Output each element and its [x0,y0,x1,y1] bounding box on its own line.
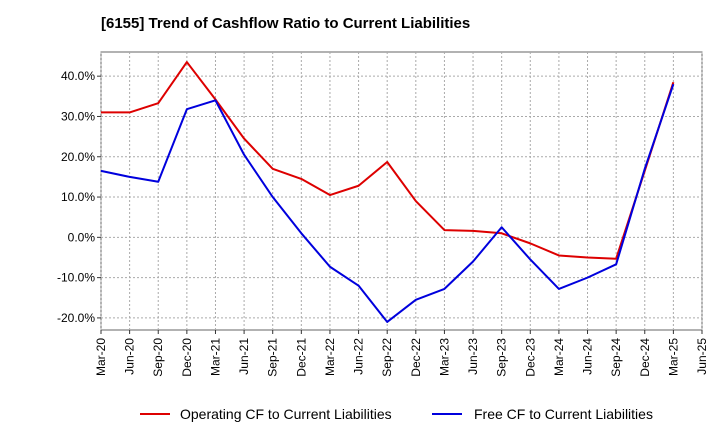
y-tick-label: 10.0% [61,190,95,204]
legend-label-operating: Operating CF to Current Liabilities [180,406,392,422]
y-tick-label: -20.0% [57,311,95,325]
y-axis: -20.0% -10.0% 0.0% 10.0% 20.0% 30.0% 40.0% [57,69,101,325]
legend-label-free: Free CF to Current Liabilities [474,406,653,422]
series-lines [100,61,675,323]
x-tick-label: Jun-20 [123,338,137,375]
y-tick-label: -10.0% [57,271,95,285]
x-tick-label: Mar-22 [323,338,337,376]
grid [100,52,703,330]
x-tick-label: Dec-21 [294,338,308,377]
x-tick-label: Sep-20 [151,338,165,377]
x-tick-label: Mar-20 [94,338,108,376]
x-tick-label: Mar-24 [552,338,566,376]
plot-area [100,51,703,331]
x-tick-label: Dec-22 [409,338,423,377]
x-tick-label: Jun-24 [581,338,595,375]
x-tick-label: Mar-23 [437,338,451,376]
x-tick-label: Sep-21 [266,338,280,377]
y-tick-label: 30.0% [61,109,95,123]
x-tick-label: Jun-23 [466,338,480,375]
series-line-operating [101,61,675,260]
x-tick-label: Dec-23 [523,338,537,377]
y-tick-label: 20.0% [61,150,95,164]
x-tick-label: Mar-21 [208,338,222,376]
x-tick-label: Jun-21 [237,338,251,375]
x-tick-label: Sep-24 [609,338,623,377]
y-tick-label: 0.0% [68,230,96,244]
x-tick-label: Jun-22 [352,338,366,375]
x-tick-label: Mar-25 [666,338,680,376]
x-tick-label: Sep-23 [495,338,509,377]
y-tick-label: 40.0% [61,69,95,83]
x-tick-label: Dec-24 [638,338,652,377]
x-tick-label: Jun-25 [695,338,709,375]
x-tick-label: Dec-20 [180,338,194,377]
legend: Operating CF to Current Liabilities Free… [140,406,653,422]
series-line-free [100,83,675,323]
chart-title: [6155] Trend of Cashflow Ratio to Curren… [101,15,470,32]
x-tick-label: Sep-22 [380,338,394,377]
x-axis: Mar-20 Jun-20 Sep-20 Dec-20 Mar-21 Jun-21 Sep-… [94,330,709,377]
